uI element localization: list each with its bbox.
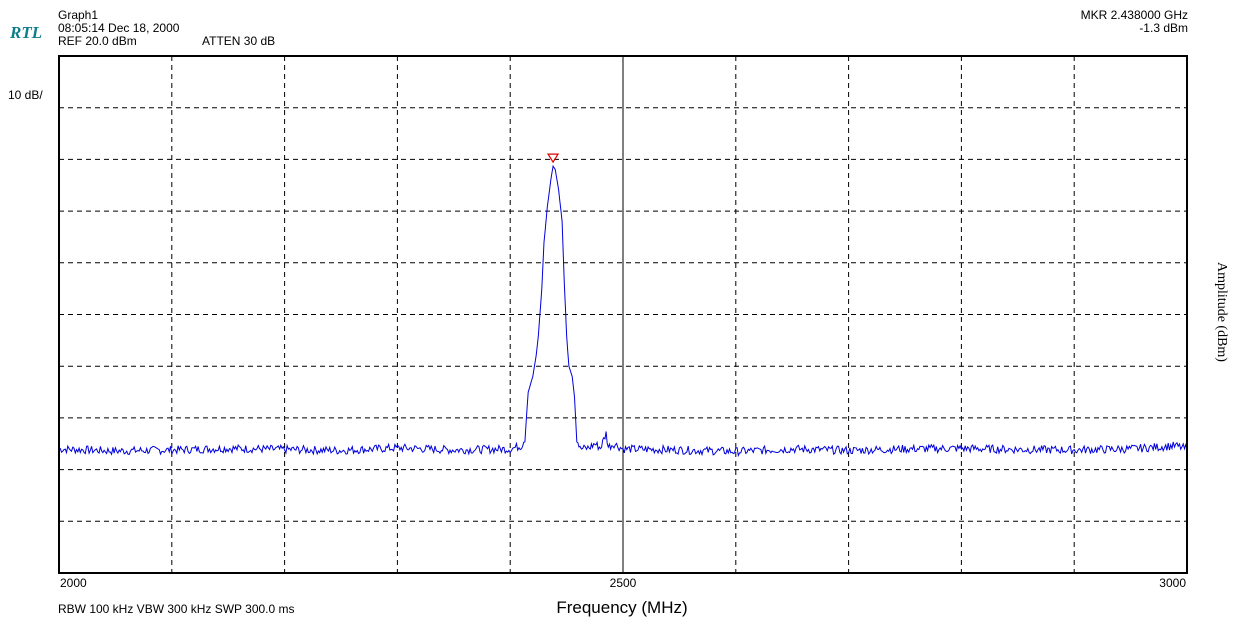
ref-level: REF 20.0 dBm xyxy=(58,34,137,48)
x-tick-label: 2000 xyxy=(60,576,87,590)
marker-amplitude: -1.3 dBm xyxy=(1139,21,1188,35)
scale-label: 10 dB/ xyxy=(8,88,43,102)
spectrum-trace xyxy=(58,164,1188,458)
marker-frequency: MKR 2.438000 GHz xyxy=(1080,8,1188,22)
x-tick-labels: 2000 2500 3000 xyxy=(60,576,1186,590)
peak-marker xyxy=(546,153,560,164)
attenuation: ATTEN 30 dB xyxy=(202,34,276,48)
rtl-logo: RTL xyxy=(10,23,43,42)
timestamp: 08:05:14 Dec 18, 2000 xyxy=(58,21,180,35)
x-axis-label: Frequency (MHz) xyxy=(556,598,688,617)
bandwidth-info: RBW 100 kHz VBW 300 kHz SWP 300.0 ms xyxy=(58,602,295,616)
y-axis-label: Amplitude (dBm) xyxy=(1214,262,1229,362)
graph-name: Graph1 xyxy=(58,8,99,22)
x-tick-label: 2500 xyxy=(610,576,637,590)
x-tick-label: 3000 xyxy=(1159,576,1186,590)
plot-frame xyxy=(58,55,1188,574)
grid xyxy=(59,56,1187,573)
